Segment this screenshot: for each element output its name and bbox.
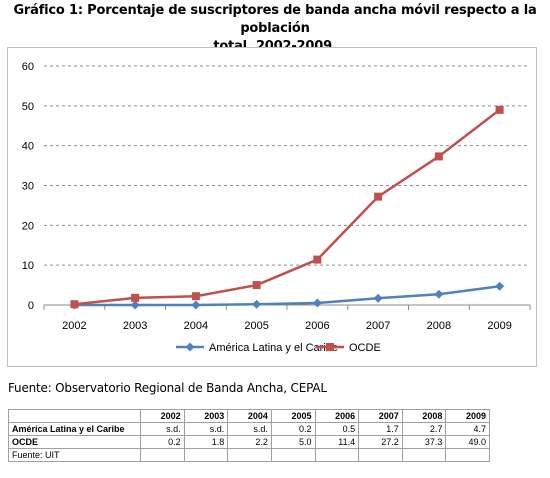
chart-title-line-1: Gráfico 1: Porcentaje de suscriptores de… — [13, 3, 537, 36]
table-empty-cell — [227, 448, 272, 462]
line-chart: 0 10 20 30 40 50 60 2002 2003 2004 2005 2006 2007 200… — [22, 61, 531, 354]
table-cell: 49.0 — [445, 435, 490, 449]
data-point — [373, 293, 383, 303]
table-cell: 27.2 — [358, 435, 403, 449]
table-header-year: 2005 — [270, 409, 316, 423]
x-tick-label: 2008 — [427, 320, 451, 332]
table-header-empty — [8, 409, 141, 423]
table-empty-cell — [270, 448, 316, 462]
y-tick-label: 0 — [28, 300, 34, 312]
data-point — [434, 152, 443, 161]
table-cell: 0.2 — [140, 435, 185, 449]
table-empty-cell — [445, 448, 490, 462]
table-cell: s.d. — [183, 422, 229, 436]
data-point — [191, 300, 201, 310]
table-cell: 2.7 — [401, 422, 447, 436]
y-tick-label: 10 — [22, 260, 34, 272]
table-empty-cell — [358, 448, 403, 462]
x-tick-label: 2004 — [184, 320, 208, 332]
data-point — [252, 281, 261, 290]
table-header-year: 2002 — [140, 409, 185, 423]
data-point — [434, 289, 444, 299]
legend-label: OCDE — [349, 342, 381, 354]
legend-marker — [185, 342, 195, 352]
y-tick-label: 20 — [22, 220, 34, 232]
source-note: Fuente: Observatorio Regional de Banda A… — [8, 381, 327, 395]
table-row: América Latina y el Caribe s.d. s.d. s.d. 0.… — [8, 422, 490, 436]
y-tick-label: 60 — [22, 61, 34, 73]
table-cell: 0.5 — [314, 422, 360, 436]
data-point — [495, 281, 505, 291]
table-header-year: 2007 — [358, 409, 403, 423]
series-line-2 — [74, 108, 501, 306]
table-row-label: OCDE — [8, 435, 141, 449]
x-tick-label: 2007 — [366, 320, 390, 332]
table-header-year: 2006 — [314, 409, 360, 423]
data-point — [312, 298, 322, 308]
y-tick-label: 40 — [22, 141, 34, 153]
data-point — [313, 255, 322, 264]
data-point — [495, 105, 504, 114]
table-cell: 0.2 — [270, 422, 316, 436]
series-line-1 — [74, 285, 500, 307]
data-point — [130, 300, 140, 310]
table-cell: 1.7 — [358, 422, 403, 436]
table-cell: 1.8 — [183, 435, 229, 449]
legend-label: América Latina y el Caribe — [209, 342, 338, 354]
table-cell: 37.3 — [401, 435, 447, 449]
table-cell: 2.2 — [227, 435, 272, 449]
data-table: 2002 2003 2004 2005 2006 2007 2008 2009 América… — [8, 409, 490, 462]
chart-container: 0 10 20 30 40 50 60 2002 2003 2004 2005 2006 2007 200… — [7, 47, 537, 367]
table-empty-cell — [314, 448, 360, 462]
table-cell: s.d. — [140, 422, 185, 436]
table-cell: 4.7 — [445, 422, 490, 436]
table-empty-cell — [140, 448, 185, 462]
data-point — [70, 300, 79, 309]
x-tick-label: 2005 — [244, 320, 268, 332]
table-header-year: 2008 — [401, 409, 447, 423]
legend-marker — [326, 343, 334, 351]
data-point — [374, 192, 383, 201]
table-empty-cell — [183, 448, 229, 462]
table-header-row: 2002 2003 2004 2005 2006 2007 2008 2009 — [8, 409, 490, 423]
x-tick-label: 2002 — [62, 320, 86, 332]
table-header-year: 2003 — [183, 409, 229, 423]
x-tick-label: 2006 — [305, 320, 329, 332]
table-cell: 5.0 — [270, 435, 316, 449]
y-tick-label: 50 — [22, 101, 34, 113]
table-row-label: América Latina y el Caribe — [8, 422, 141, 436]
table-header-year: 2004 — [227, 409, 272, 423]
x-tick-label: 2003 — [123, 320, 147, 332]
table-cell: s.d. — [227, 422, 272, 436]
table-note-row: Fuente: UIT — [8, 448, 490, 462]
table-row: OCDE 0.2 1.8 2.2 5.0 11.4 27.2 37.3 49.0 — [8, 435, 490, 449]
data-point — [191, 292, 200, 301]
table-note: Fuente: UIT — [8, 448, 141, 462]
data-point — [131, 293, 140, 302]
x-tick-label: 2009 — [487, 320, 511, 332]
table-empty-cell — [401, 448, 447, 462]
table-cell: 11.4 — [314, 435, 360, 449]
table-header-year: 2009 — [445, 409, 490, 423]
y-tick-label: 30 — [22, 181, 34, 193]
data-point — [252, 299, 262, 309]
